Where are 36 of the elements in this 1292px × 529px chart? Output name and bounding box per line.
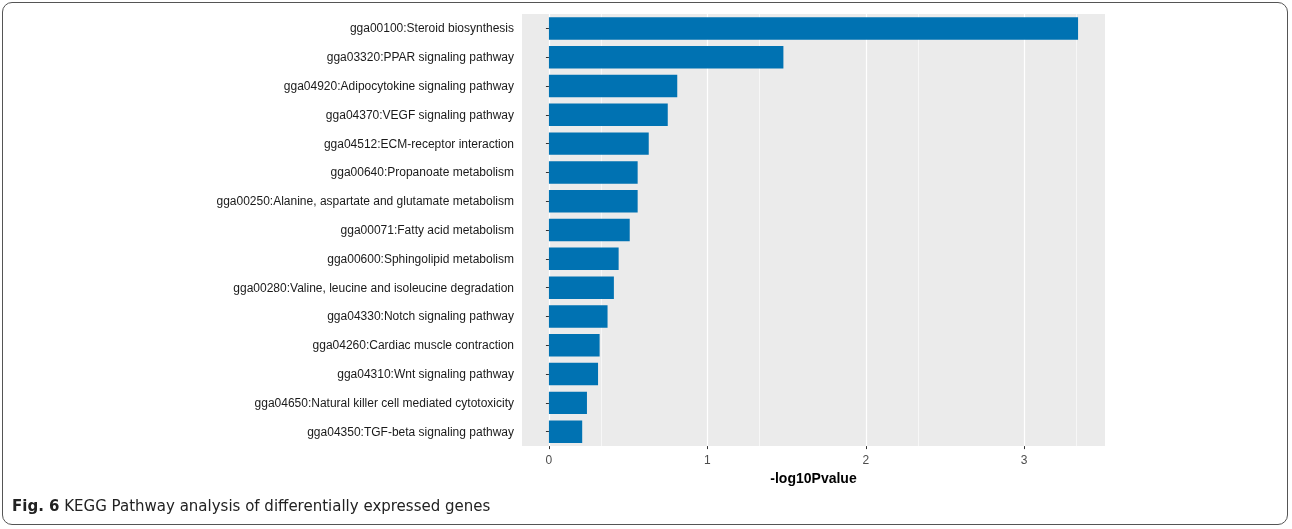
bar (548, 132, 649, 155)
y-tick-label: gga00640:Propanoate metabolism (330, 165, 514, 180)
x-tick-label: 1 (704, 453, 712, 468)
y-tick-label: gga03320:PPAR signaling pathway (326, 50, 514, 65)
bar (548, 45, 784, 69)
y-tick-label: gga04330:Notch signaling pathway (327, 309, 514, 324)
bar (548, 305, 608, 328)
bar (548, 391, 587, 415)
x-tick-label: 3 (1020, 453, 1028, 468)
bar (548, 74, 678, 98)
y-tick-label: gga00250:Alanine, aspartate and glutamate metabolism (216, 194, 514, 209)
y-tick-label: gga04650:Natural killer cell mediated cytotoxicity (254, 395, 514, 410)
bar (548, 17, 1079, 40)
x-tick-label: 2 (862, 453, 870, 468)
y-tick-label: gga04370:VEGF signaling pathway (325, 107, 514, 122)
x-tick-label: 0 (545, 453, 553, 468)
y-tick-label: gga00280:Valine, leucine and isoleucine degradation (233, 280, 514, 295)
bar (548, 103, 668, 127)
caption: Fig. 6 KEGG Pathway analysis of differentially expressed genes (12, 497, 491, 515)
y-tick-label: gga04260:Cardiac muscle contraction (312, 338, 514, 353)
y-tick-label: gga04350:TGF-beta signaling pathway (307, 424, 514, 439)
y-tick-label: gga00071:Fatty acid metabolism (340, 223, 514, 238)
bar (548, 218, 630, 242)
y-tick-label: gga04310:Wnt signaling pathway (337, 367, 514, 382)
bar (548, 362, 599, 386)
bar (548, 190, 638, 213)
bar (548, 276, 614, 299)
y-tick-label: gga04920:Adipocytokine signaling pathway (283, 79, 514, 94)
bar (548, 161, 638, 184)
x-axis-title: -log10Pvalue (770, 470, 857, 486)
bar (548, 334, 600, 357)
y-tick-label: gga00600:Sphingolipid metabolism (327, 251, 514, 266)
bar (548, 420, 583, 443)
y-tick-label: gga04512:ECM-receptor interaction (323, 136, 514, 151)
y-tick-label: gga00100:Steroid biosynthesis (349, 21, 514, 36)
bar (548, 247, 619, 271)
